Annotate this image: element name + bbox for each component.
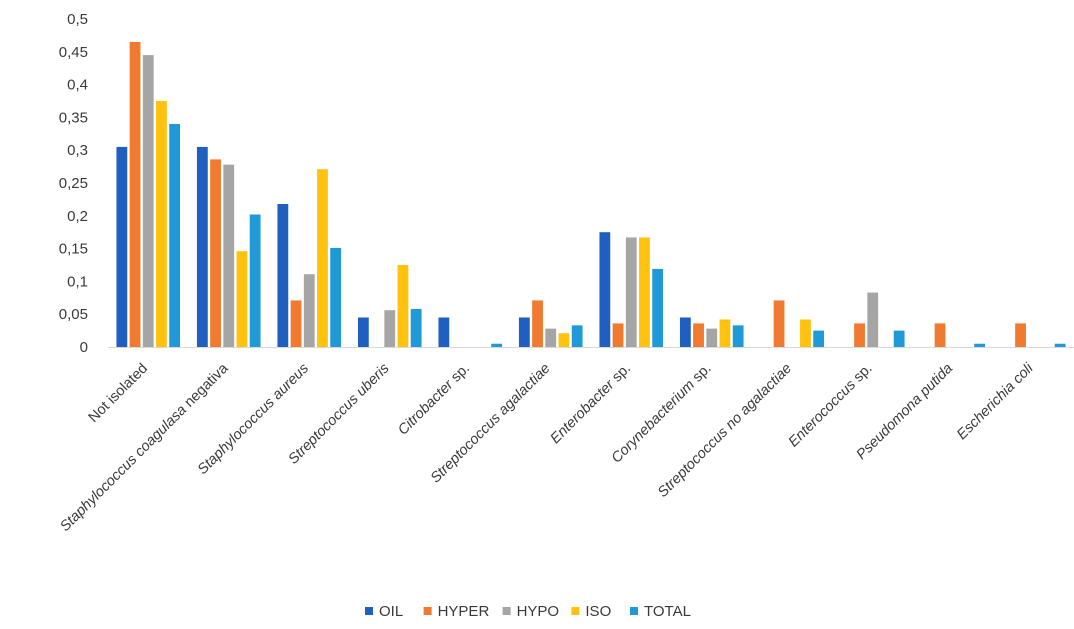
x-tick-label-italic: Streptococcus no agalactiae — [655, 361, 795, 501]
bar-hypo — [223, 164, 235, 347]
bar-iso — [558, 333, 570, 347]
bar-total — [571, 325, 583, 347]
legend-label-hyper: HYPER — [438, 603, 490, 620]
x-tick-label-suffix: negativa — [179, 360, 233, 414]
bar-iso — [317, 169, 328, 347]
legend-swatch-total — [630, 607, 638, 615]
bars — [116, 41, 1066, 348]
bar-hyper — [129, 41, 141, 348]
x-tick-label-italic: Corynebacterium — [609, 377, 698, 466]
bar-oil — [679, 317, 691, 347]
x-tick-label: Staphylococcus coagulasa negativa — [57, 360, 232, 535]
x-tick-label-italic: Staphylococcus coagulasa — [57, 402, 190, 535]
bar-hypo — [303, 274, 315, 347]
bar-hyper — [934, 323, 946, 347]
legend-label-iso: ISO — [585, 603, 611, 620]
legend-swatch-hypo — [502, 607, 511, 615]
x-tick-label: Citrobacter sp. — [395, 361, 473, 439]
bar-hyper — [854, 323, 865, 347]
bar-hyper — [532, 300, 543, 347]
bar-oil — [599, 232, 611, 347]
bar-iso — [800, 319, 811, 347]
bar-iso — [719, 319, 731, 347]
y-tick-label: 0,1 — [67, 273, 88, 290]
bar-hyper — [210, 159, 221, 347]
bar-oil — [116, 146, 128, 347]
x-tick-label: Escherichia coli — [954, 360, 1037, 443]
bar-total — [169, 123, 181, 348]
bar-total — [652, 268, 664, 347]
bar-hypo — [625, 237, 637, 347]
bar-iso — [639, 237, 650, 347]
bar-iso — [236, 251, 248, 347]
x-tick-label-italic: Citrobacter — [395, 376, 457, 438]
bar-total — [974, 343, 986, 347]
y-tick-label: 0,3 — [67, 142, 88, 159]
x-tick-label: Enterobacter sp. — [548, 361, 635, 448]
legend: OIL HYPER HYPO ISO TOTAL — [365, 603, 691, 620]
legend-label-oil: OIL — [379, 603, 403, 620]
legend-swatch-oil — [365, 607, 373, 615]
bar-hypo — [142, 55, 154, 348]
bar-oil — [357, 317, 369, 347]
legend-swatch-hyper — [423, 607, 432, 615]
bar-hyper — [290, 300, 302, 347]
bar-hypo — [706, 328, 718, 347]
x-tick-label: Streptococcus no agalactiae — [655, 361, 795, 501]
y-tick-label: 0,4 — [67, 77, 88, 94]
bar-total — [491, 343, 503, 347]
bar-oil — [438, 317, 450, 347]
x-tick-label-italic: Enterobacter — [548, 376, 619, 447]
bar-oil — [518, 317, 530, 347]
bar-total — [732, 325, 744, 347]
bar-hyper — [1015, 323, 1026, 347]
x-tick-label-italic: Enterococcus — [786, 377, 859, 450]
bar-hyper — [612, 323, 624, 347]
bar-total — [1054, 343, 1066, 347]
legend-label-total: TOTAL — [644, 603, 691, 620]
x-tick-label: Enterococcus sp. — [786, 361, 876, 451]
x-tick-label-italic: Escherichia coli — [954, 360, 1037, 443]
y-tick-label: 0,15 — [59, 241, 88, 258]
y-axis: 0 0,05 0,1 0,15 0,2 0,25 0,3 0,35 0,4 0,45 0,5 — [59, 11, 88, 356]
bar-oil — [277, 203, 289, 347]
bar-hypo — [384, 310, 396, 347]
legend-swatch-iso — [571, 607, 580, 615]
bar-total — [249, 214, 261, 347]
bar-iso — [397, 265, 409, 347]
bar-hypo — [867, 292, 879, 347]
bar-iso — [156, 101, 167, 347]
x-tick-label: Not isolated — [86, 361, 151, 426]
y-tick-label: 0 — [80, 339, 88, 356]
bar-total — [410, 308, 422, 347]
bar-oil — [196, 146, 208, 347]
y-tick-label: 0,35 — [59, 109, 88, 126]
bar-total — [893, 330, 905, 347]
bar-total — [813, 330, 825, 347]
y-tick-label: 0,25 — [59, 175, 88, 192]
bar-total — [330, 247, 342, 347]
y-tick-label: 0,05 — [59, 306, 88, 323]
bar-hyper — [693, 323, 704, 347]
bar-hyper — [773, 300, 785, 347]
y-tick-label: 0,5 — [67, 11, 88, 28]
y-tick-label: 0,2 — [67, 208, 88, 225]
y-tick-label: 0,45 — [59, 44, 88, 61]
bar-hypo — [545, 328, 557, 347]
legend-label-hypo: HYPO — [517, 603, 560, 620]
